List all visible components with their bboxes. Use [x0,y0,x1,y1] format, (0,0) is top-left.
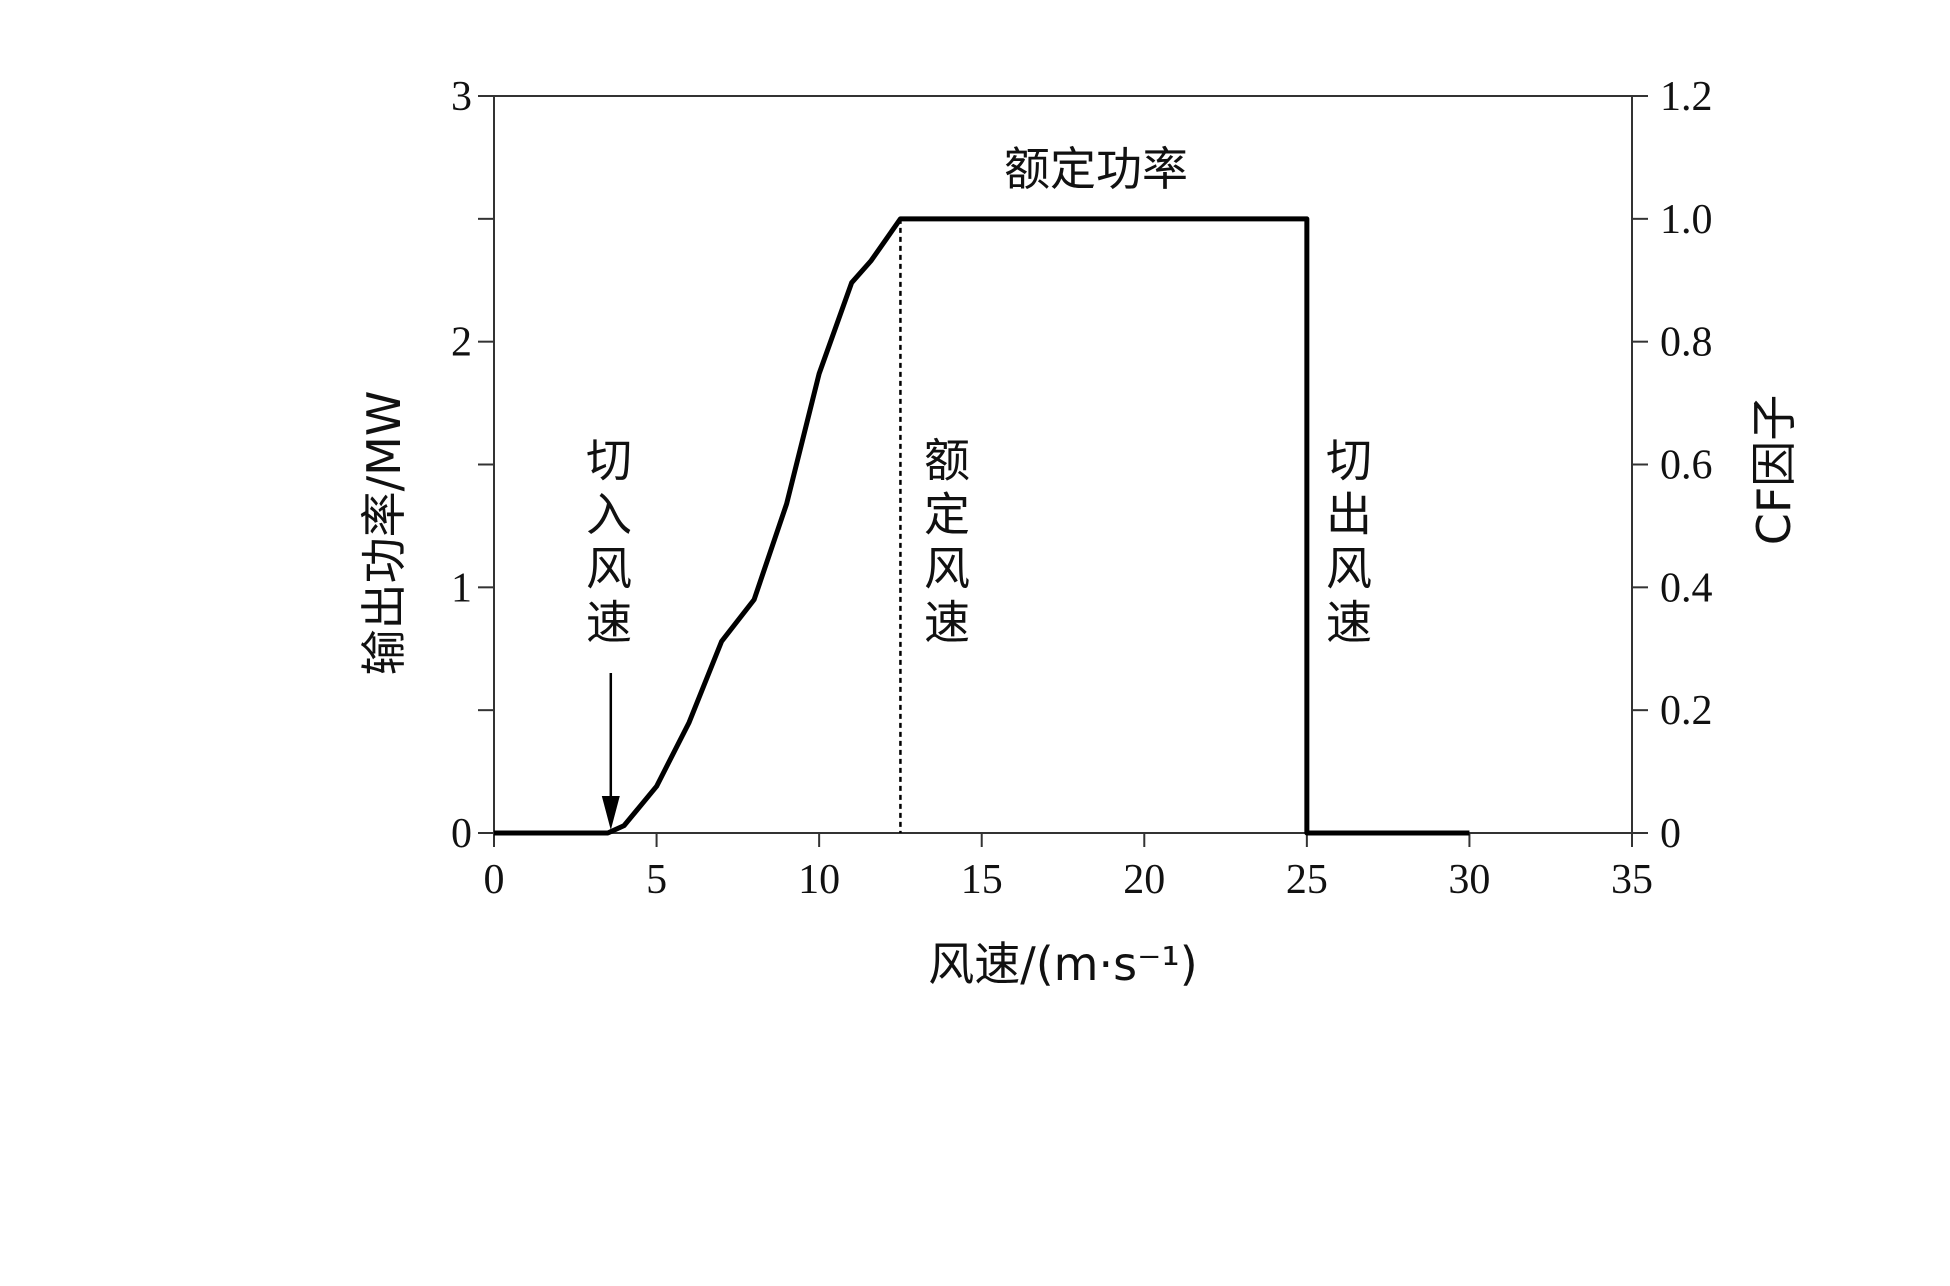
y2-tick-label: 1.0 [1660,197,1713,243]
x-tick-label: 20 [1123,857,1165,903]
y2-tick-label: 0.4 [1660,565,1713,611]
cut-out-label: 切出风速 [1319,436,1373,652]
arrow-head [601,796,620,830]
x-tick-label: 15 [961,857,1003,903]
x-tick-label: 25 [1286,857,1328,903]
rated-power-label: 额定功率 [1004,142,1188,196]
x-tick-label: 5 [646,857,667,903]
x-tick-label: 35 [1611,857,1653,903]
x-axis-label: 风速/(m·s⁻¹) [928,937,1198,991]
y-tick-label: 3 [451,74,472,120]
cut-in-arrow-icon [601,673,620,830]
x-tick-label: 10 [798,857,840,903]
y-tick-label: 0 [451,811,472,857]
y2-tick-label: 0.6 [1660,443,1713,489]
y-axis-label: 输出功率/MW [357,391,411,676]
y2-tick-label: 0.2 [1660,688,1713,734]
y2-axis-label: CF因子 [1747,395,1801,546]
rated-wind-speed-label: 额定风速 [917,436,971,652]
axes [493,95,1633,834]
y2-tick-label: 0 [1660,811,1681,857]
y2-tick-label: 1.2 [1660,74,1713,120]
x-tick-label: 0 [484,857,505,903]
cut-in-label: 切入风速 [579,436,633,652]
y-tick-label: 1 [451,565,472,611]
y2-tick-label: 0.8 [1660,320,1713,366]
x-tick-label: 30 [1448,857,1490,903]
power-curve-line [494,216,1470,836]
plot-frame [493,95,1633,834]
y-tick-label: 2 [451,320,472,366]
